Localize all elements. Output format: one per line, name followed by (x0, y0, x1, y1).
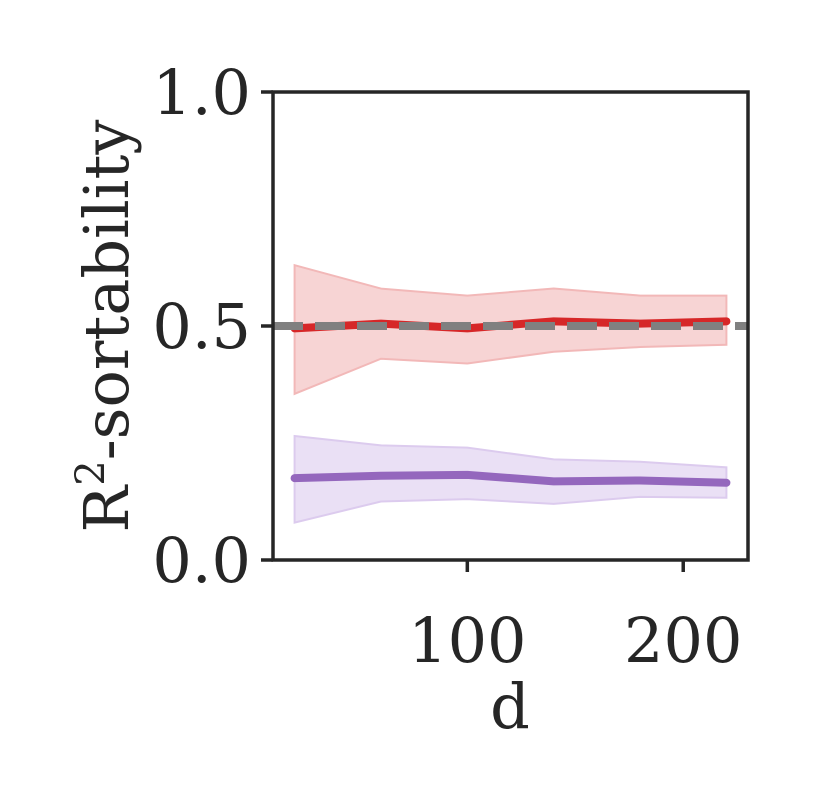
x-tick-label-200: 200 (624, 604, 742, 677)
y-axis-label: R2-sortability (68, 120, 143, 533)
y-axis-label-suffix: -sortability (70, 120, 143, 461)
y-tick-label-2: 1.0 (152, 56, 251, 129)
x-axis: 100 200 (408, 560, 742, 677)
y-axis-label-base: R (70, 483, 143, 532)
series-1-line (290, 470, 731, 487)
y-axis: 0.0 0.5 1.0 (152, 56, 273, 597)
y-tick-label-0: 0.0 (152, 524, 251, 597)
x-tick-label-100: 100 (408, 604, 526, 677)
y-tick-label-1: 0.5 (152, 290, 251, 363)
y-axis-label-superscript: 2 (68, 460, 114, 485)
x-axis-label: d (490, 670, 530, 743)
